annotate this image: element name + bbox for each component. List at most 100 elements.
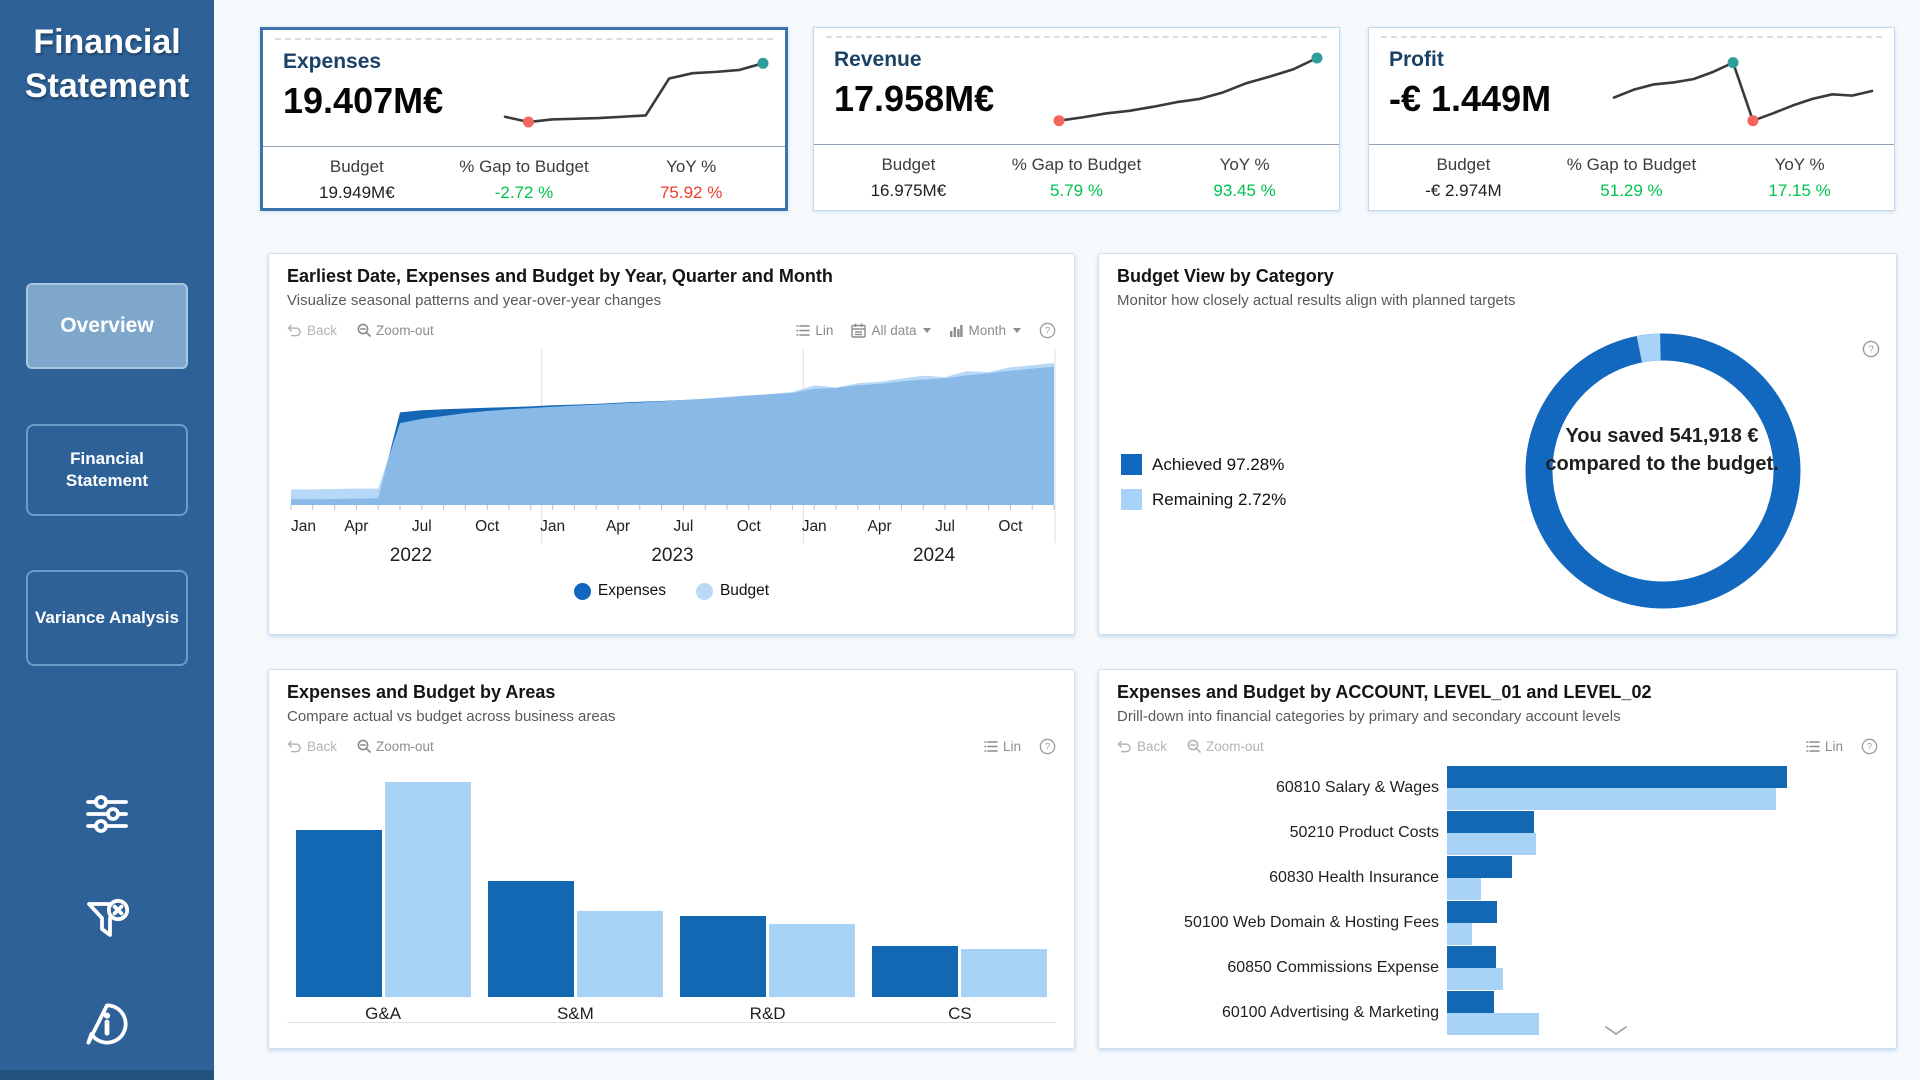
budget-bar[interactable] xyxy=(1447,877,1481,900)
hbar-chart[interactable]: 60810 Salary & Wages 50210 Product Costs 6… xyxy=(1117,765,1878,1035)
kpi-card-profit[interactable]: Profit -€ 1.449M Budget -€ 2.974M % Gap t… xyxy=(1368,27,1895,211)
expenses-bar[interactable] xyxy=(487,881,574,997)
svg-text:2023: 2023 xyxy=(651,545,693,566)
hbar-row[interactable]: 50100 Web Domain & Hosting Fees xyxy=(1117,900,1878,945)
sidebar-item-variance-analysis[interactable]: Variance Analysis xyxy=(26,570,188,666)
card-dotted-line xyxy=(1381,36,1882,38)
budget-bar[interactable] xyxy=(1447,1012,1539,1035)
bar-group-G&A[interactable] xyxy=(287,782,479,997)
panel-subtitle: Compare actual vs budget across business… xyxy=(287,708,616,725)
hbar-category-label: 60830 Health Insurance xyxy=(1269,868,1439,886)
hbar-category-label: 60100 Advertising & Marketing xyxy=(1221,1003,1439,1021)
svg-text:Jul: Jul xyxy=(412,518,432,535)
card-dotted-line xyxy=(275,38,773,40)
info-icon[interactable] xyxy=(83,1000,131,1048)
lin-toggle[interactable]: Lin xyxy=(984,739,1021,754)
legend-item-achieved[interactable]: Achieved 97.28% xyxy=(1121,454,1286,475)
budget-bar[interactable] xyxy=(576,911,663,997)
expenses-bar[interactable] xyxy=(872,946,959,997)
list-icon xyxy=(796,324,811,336)
expenses-bar[interactable] xyxy=(1447,900,1498,923)
bar-group-S&M[interactable] xyxy=(479,881,671,997)
zoom-out-button[interactable]: Zoom-out xyxy=(357,739,434,754)
calendar-icon xyxy=(851,323,867,338)
lin-toggle[interactable]: Lin xyxy=(1806,739,1843,754)
svg-text:Jul: Jul xyxy=(673,518,693,535)
metric-value: 93.45 % xyxy=(1213,181,1276,200)
expenses-bar[interactable] xyxy=(1447,990,1494,1013)
expenses-bar[interactable] xyxy=(680,916,767,997)
app-title: Financial Statement xyxy=(24,23,190,105)
hbar-category-label: 60850 Commissions Expense xyxy=(1227,958,1439,976)
clear-filter-icon[interactable] xyxy=(83,896,131,944)
chevron-down-icon xyxy=(923,327,932,333)
sidebar-item-overview[interactable]: Overview xyxy=(26,283,188,369)
zoom-out-button[interactable]: Zoom-out xyxy=(357,323,434,338)
bar-category-label: G&A xyxy=(365,1004,402,1023)
magnifier-minus-icon xyxy=(357,323,371,337)
bar-category-label: CS xyxy=(948,1004,972,1023)
expenses-bar[interactable] xyxy=(295,830,382,997)
svg-text:Jul: Jul xyxy=(935,518,955,535)
svg-text:2024: 2024 xyxy=(913,545,956,566)
hbar-row[interactable]: 50210 Product Costs xyxy=(1117,810,1878,855)
legend-dot xyxy=(573,582,591,600)
panel-title: Expenses and Budget by Areas xyxy=(287,682,556,702)
hbar-row[interactable]: 60830 Health Insurance xyxy=(1117,855,1878,900)
kpi-card-expenses[interactable]: Expenses 19.407M€ Budget 19.949M€ % Gap t… xyxy=(260,27,788,211)
help-icon[interactable]: ? xyxy=(1861,738,1878,755)
legend-item-expenses[interactable]: Expenses xyxy=(573,582,666,600)
metric-label: % Gap to Budget xyxy=(1011,155,1142,174)
help-icon[interactable]: ? xyxy=(1039,738,1056,755)
bar-group-CS[interactable] xyxy=(864,946,1056,997)
metric-value: 5.79 % xyxy=(1050,181,1103,200)
panel-subtitle: Visualize seasonal patterns and year-ove… xyxy=(287,292,662,309)
metric-label: YoY % xyxy=(1219,155,1270,174)
budget-bar[interactable] xyxy=(1447,787,1776,810)
all-data-dropdown[interactable]: All data xyxy=(851,323,932,338)
zoom-out-button[interactable]: Zoom-out xyxy=(1187,739,1264,754)
sidebar-item-financial-statement[interactable]: Financial Statement xyxy=(26,424,188,516)
svg-text:Jan: Jan xyxy=(540,518,565,535)
expenses-bar[interactable] xyxy=(1447,945,1496,968)
month-dropdown[interactable]: Month xyxy=(949,323,1021,338)
hbar-row[interactable]: 60810 Salary & Wages xyxy=(1117,765,1878,810)
donut-chart[interactable] xyxy=(1518,326,1808,616)
back-button[interactable]: Back xyxy=(287,739,337,754)
budget-bar[interactable] xyxy=(384,782,471,997)
chevron-down-icon xyxy=(1013,327,1021,333)
hbar-row[interactable]: 60850 Commissions Expense xyxy=(1117,945,1878,990)
metric-label: YoY % xyxy=(666,157,717,176)
lin-toggle[interactable]: Lin xyxy=(796,323,833,338)
help-icon[interactable]: ? xyxy=(1862,340,1880,363)
back-button[interactable]: Back xyxy=(1117,739,1167,754)
legend-item-remaining[interactable]: Remaining 2.72% xyxy=(1121,489,1286,510)
budget-bar[interactable] xyxy=(1447,967,1504,990)
card-dotted-line xyxy=(826,36,1327,38)
help-icon[interactable]: ? xyxy=(1039,322,1056,339)
scroll-chevron-down-icon[interactable] xyxy=(1604,1023,1628,1041)
metric-value: 75.92 % xyxy=(659,183,723,202)
hbar-category-label: 60810 Salary & Wages xyxy=(1275,778,1439,796)
panel-title: Expenses and Budget by ACCOUNT, LEVEL_01… xyxy=(1117,682,1652,702)
expenses-bar[interactable] xyxy=(1447,855,1513,878)
legend-item-budget[interactable]: Budget xyxy=(695,582,769,600)
expenses-bar[interactable] xyxy=(1447,765,1788,788)
metric-value: -€ 2.974M xyxy=(1425,181,1502,200)
list-icon xyxy=(984,740,998,752)
budget-bar[interactable] xyxy=(961,949,1048,997)
bar-category-label: S&M xyxy=(556,1004,594,1023)
bar-group-R&D[interactable] xyxy=(672,916,864,997)
budget-bar[interactable] xyxy=(1447,832,1536,855)
budget-bar[interactable] xyxy=(1447,922,1473,945)
back-button[interactable]: Back xyxy=(287,323,337,338)
kpi-card-revenue[interactable]: Revenue 17.958M€ Budget 16.975M€ % Gap to… xyxy=(813,27,1340,211)
budget-bar[interactable] xyxy=(769,924,856,997)
bar-chart[interactable]: G&A S&M R&D CS xyxy=(287,771,1056,1023)
expenses-bar[interactable] xyxy=(1447,810,1535,833)
sliders-icon[interactable] xyxy=(83,790,131,838)
area-chart[interactable]: Jan Apr Jul Oct Jan Apr Jul Oct Jan Apr Jul Oct 2022… xyxy=(287,347,1058,575)
kpi-value: 19.407M€ xyxy=(283,80,444,121)
hbar-row[interactable]: 60100 Advertising & Marketing xyxy=(1117,990,1878,1035)
hbar-category-label: 50210 Product Costs xyxy=(1289,823,1439,841)
